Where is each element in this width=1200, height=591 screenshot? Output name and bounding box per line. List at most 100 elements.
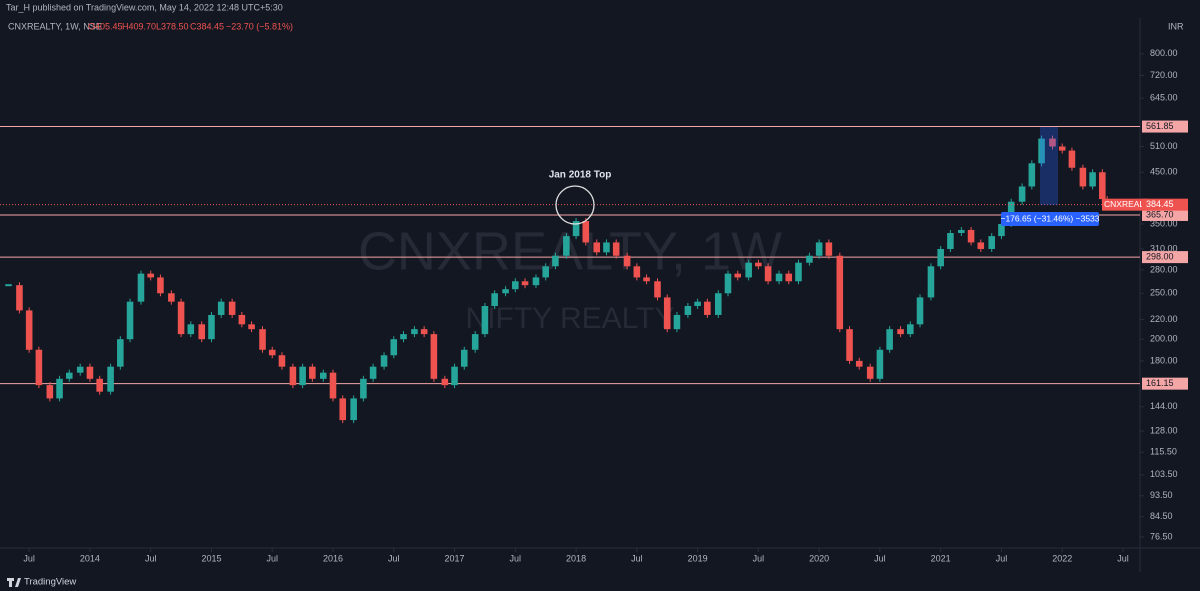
candle: [390, 339, 398, 356]
candle: [1049, 138, 1056, 147]
candle: [411, 329, 418, 335]
candle: [430, 334, 438, 379]
y-tick-label: 93.50: [1150, 490, 1173, 500]
x-tick-label: 2014: [80, 553, 100, 563]
candle: [471, 334, 479, 350]
candle: [157, 277, 164, 294]
candle: [633, 266, 641, 278]
y-tick-label: 280.00: [1150, 264, 1178, 274]
candle: [238, 314, 246, 325]
last-price: 384.45: [1146, 199, 1174, 209]
y-tick-label: 350.00: [1150, 218, 1178, 228]
y-tick-label: 220.00: [1150, 314, 1178, 324]
candle: [907, 324, 914, 335]
x-tick-label: Jul: [510, 553, 522, 563]
x-tick-label: 2021: [931, 553, 951, 563]
candle: [612, 242, 620, 256]
measure-box: [1001, 212, 1099, 226]
high: H409.70: [122, 21, 156, 31]
y-tick-label: 450.00: [1150, 167, 1178, 177]
candle: [491, 293, 498, 307]
candle: [248, 324, 255, 330]
candle: [886, 329, 893, 350]
publisher: Tar_H published on TradingView.com, May …: [6, 2, 283, 12]
candle: [764, 266, 772, 282]
candle: [320, 372, 327, 379]
candle: [724, 273, 732, 294]
level-label: 365.70: [1146, 209, 1174, 219]
y-tick-label: 115.50: [1150, 447, 1177, 457]
candle: [643, 277, 650, 282]
y-tick-label: 180.00: [1150, 355, 1178, 365]
candle: [137, 273, 145, 302]
level-label-box: [1142, 251, 1188, 264]
candle: [329, 372, 337, 399]
candle: [1028, 163, 1036, 187]
x-tick-label: 2017: [445, 553, 465, 563]
candle: [937, 248, 944, 267]
top-circle: [555, 185, 595, 225]
y-tick-label: 200.00: [1150, 334, 1178, 344]
candle: [795, 262, 802, 282]
level-label: 161.15: [1146, 378, 1174, 388]
candle: [1018, 186, 1026, 202]
x-tick-label: 2016: [323, 553, 343, 563]
x-tick-label: Jul: [874, 553, 886, 563]
logo: [7, 578, 21, 587]
candle: [441, 378, 449, 386]
footer: [0, 572, 1200, 591]
candle: [927, 266, 935, 298]
measure-label: −176.65 (−31.46%) −3533: [1000, 213, 1099, 223]
level-label-box: [1142, 377, 1188, 390]
candle: [977, 242, 985, 249]
candle: [86, 366, 94, 379]
candle: [228, 301, 236, 315]
low: L378.50: [156, 21, 189, 31]
candle: [684, 306, 692, 315]
candle: [481, 306, 489, 335]
candle: [512, 281, 519, 290]
candle: [542, 266, 549, 278]
y-tick-label: 310.00: [1150, 243, 1178, 253]
candle: [714, 293, 722, 315]
brand: TradingView: [24, 577, 76, 588]
candle: [198, 324, 206, 340]
candle: [147, 273, 154, 278]
currency: INR: [1168, 21, 1184, 31]
x-tick-label: Jul: [996, 553, 1008, 563]
candle: [876, 349, 884, 379]
candle: [846, 329, 853, 361]
candle: [745, 262, 752, 278]
candle: [1058, 146, 1066, 151]
x-tick-label: Jul: [266, 553, 278, 563]
x-tick-label: 2015: [201, 553, 221, 563]
candle: [369, 366, 377, 379]
candle: [168, 293, 175, 302]
candle: [521, 281, 529, 286]
candle: [1068, 150, 1076, 168]
candle: [593, 242, 601, 253]
y-tick-label: 76.50: [1150, 531, 1173, 541]
candle: [96, 378, 103, 392]
candle: [958, 229, 965, 234]
candle: [289, 366, 297, 386]
candle: [552, 255, 559, 267]
candle: [268, 349, 276, 356]
legend-line: CNXREALTY, 1W, NSE O405.45 H409.70 L378.…: [8, 21, 293, 31]
candle: [572, 221, 580, 237]
x-tick-label: Jul: [631, 553, 643, 563]
candle: [309, 366, 316, 379]
candle: [76, 366, 84, 373]
candle: [806, 255, 813, 263]
candle: [460, 349, 468, 367]
candle: [775, 273, 783, 282]
candle: [825, 242, 833, 256]
candle: [836, 255, 844, 330]
candle: [694, 301, 701, 307]
candle: [35, 349, 43, 386]
candle: [815, 242, 823, 256]
candle: [663, 297, 671, 330]
level-label-box: [1142, 120, 1188, 133]
candle: [339, 398, 347, 421]
